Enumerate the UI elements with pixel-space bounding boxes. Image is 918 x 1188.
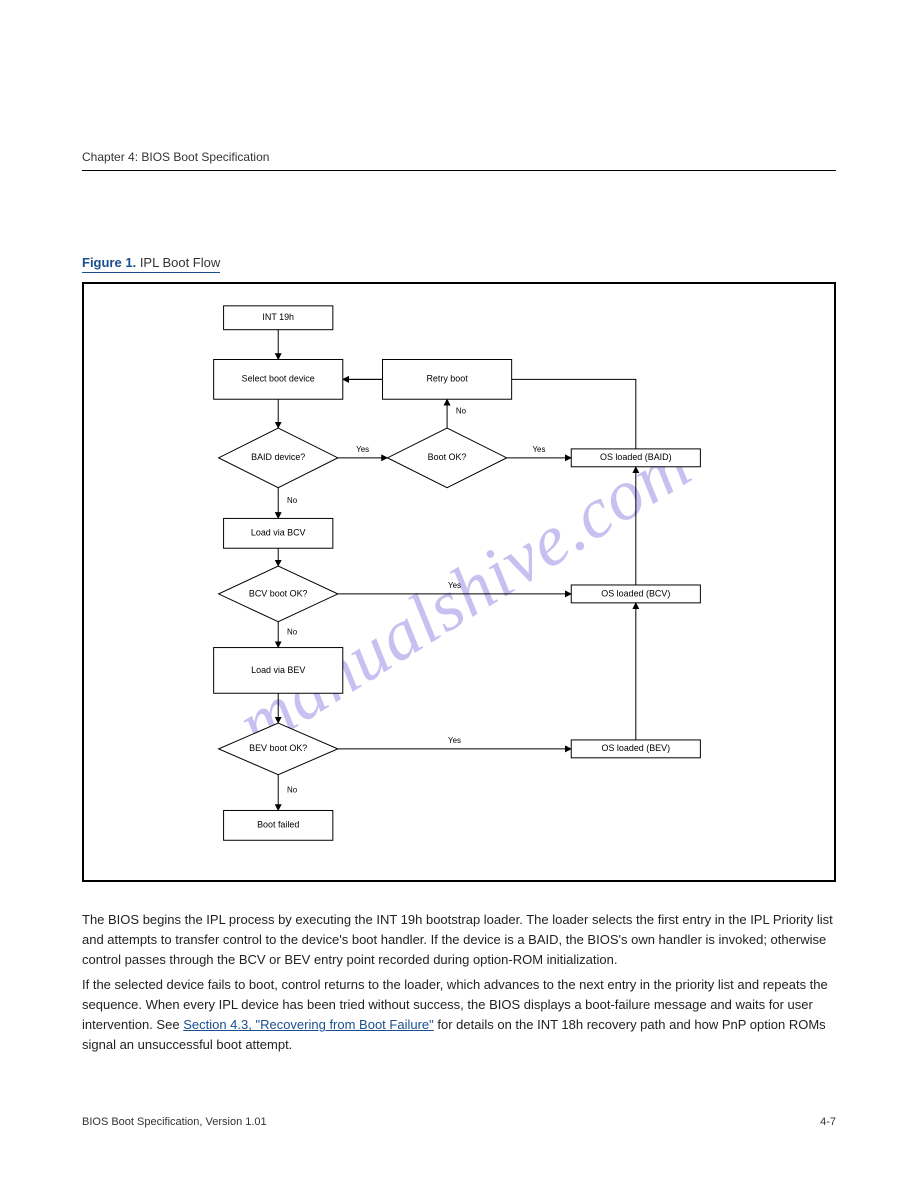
svg-text:INT 19h: INT 19h [262,312,294,322]
document-page: { "header": { "title": "Chapter 4: BIOS … [0,0,918,1188]
flowchart-frame: manualshive.com INT 19hSelect boot devic… [82,282,836,882]
svg-text:Load via BEV: Load via BEV [251,665,305,675]
header-title: Chapter 4: BIOS Boot Specification [82,150,836,164]
svg-text:BCV boot OK?: BCV boot OK? [249,588,308,598]
body-paragraph-1: The BIOS begins the IPL process by execu… [82,910,836,970]
body-paragraph-2: If the selected device fails to boot, co… [82,975,836,1056]
svg-text:Boot failed: Boot failed [257,820,299,830]
svg-text:Yes: Yes [448,581,461,590]
figure-title: IPL Boot Flow [140,255,220,270]
flowchart-svg: INT 19h Select boot device Retry boot BAID … [84,284,834,880]
svg-text:OS loaded (BEV): OS loaded (BEV) [602,743,671,753]
svg-text:BEV boot OK?: BEV boot OK? [249,743,307,753]
svg-text:Load via BCV: Load via BCV [251,528,306,538]
svg-text:Retry boot: Retry boot [426,374,468,384]
svg-text:Boot OK?: Boot OK? [428,452,467,462]
svg-text:No: No [287,786,298,795]
svg-text:No: No [287,496,298,505]
figure-caption: Figure 1. IPL Boot Flow [82,255,220,273]
header-rule [82,170,836,171]
svg-text:Yes: Yes [532,445,545,454]
page-header: Chapter 4: BIOS Boot Specification [82,150,836,171]
svg-text:Yes: Yes [448,736,461,745]
section-link[interactable]: Section 4.3, "Recovering from Boot Failu… [183,1017,434,1032]
footer-left: BIOS Boot Specification, Version 1.01 [82,1116,267,1128]
svg-text:BAID device?: BAID device? [251,452,305,462]
figure-label: Figure 1. [82,255,136,270]
svg-text:OS loaded (BAID): OS loaded (BAID) [600,452,672,462]
svg-text:No: No [456,407,467,416]
svg-text:Select boot device: Select boot device [242,374,315,384]
svg-text:OS loaded (BCV): OS loaded (BCV) [601,588,670,598]
svg-text:Yes: Yes [356,445,369,454]
svg-text:No: No [287,628,298,637]
footer-right: 4-7 [820,1116,836,1128]
